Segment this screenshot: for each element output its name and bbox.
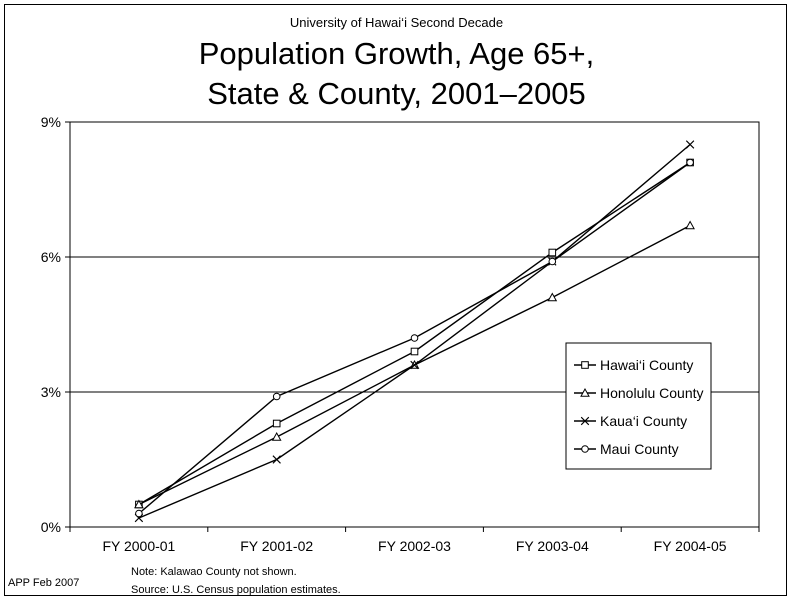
- data-point-hawai-i-county: [272, 419, 281, 428]
- data-point-maui-county: [135, 509, 143, 518]
- data-point-hawai-i-county: [548, 248, 557, 257]
- legend-marker-hawai-i-county: [581, 361, 589, 369]
- legend-marker-honolulu-county: [580, 387, 590, 397]
- note-text: Note: Kalawao County not shown.: [131, 566, 297, 578]
- x-tick-label: FY 2000-01: [102, 538, 175, 554]
- chart-supertitle: University of Hawai‘i Second Decade: [289, 15, 504, 30]
- chart-frame: [4, 4, 787, 596]
- legend-marker-kaua-i-county: [580, 416, 590, 426]
- chart-title-line2: State & County, 2001–2005: [207, 76, 586, 111]
- data-point-maui-county: [410, 334, 419, 342]
- y-tick-label: 0%: [41, 519, 61, 535]
- data-point-kaua-i-county: [685, 140, 695, 149]
- data-point-hawai-i-county: [410, 347, 419, 356]
- data-point-honolulu-county: [271, 431, 282, 441]
- legend-box: [565, 342, 712, 470]
- chart-title-line1: Population Growth, Age 65+,: [198, 36, 595, 71]
- x-tick-label: FY 2001-02: [240, 538, 313, 554]
- legend-label-maui-county: Maui County: [600, 441, 679, 457]
- data-point-maui-county: [548, 257, 557, 266]
- y-tick-label: 9%: [41, 114, 61, 130]
- data-point-maui-county: [686, 158, 694, 167]
- source-text: Source: U.S. Census population estimates…: [131, 584, 341, 596]
- y-tick-label: 3%: [41, 384, 61, 400]
- data-point-maui-county: [272, 392, 281, 401]
- legend-label-kaua-i-county: Kaua‘i County: [600, 413, 687, 429]
- plot-area: [69, 121, 760, 528]
- legend-label-hawai-i-county: Hawai‘i County: [600, 357, 693, 373]
- data-point-honolulu-county: [547, 292, 558, 302]
- x-tick-label: FY 2003-04: [516, 538, 589, 554]
- data-point-honolulu-county: [134, 499, 144, 509]
- chart-title: Population Growth, Age 65+, State & Coun…: [0, 34, 793, 114]
- x-tick-label: FY 2004-05: [654, 538, 727, 554]
- data-point-kaua-i-county: [410, 360, 419, 370]
- legend-marker-maui-county: [581, 445, 589, 453]
- legend-label-honolulu-county: Honolulu County: [600, 385, 704, 401]
- credit-text: APP Feb 2007: [8, 577, 80, 589]
- x-tick-label: FY 2002-03: [378, 538, 451, 554]
- data-point-kaua-i-county: [272, 455, 281, 464]
- data-point-honolulu-county: [685, 220, 695, 230]
- y-tick-label: 6%: [41, 249, 61, 265]
